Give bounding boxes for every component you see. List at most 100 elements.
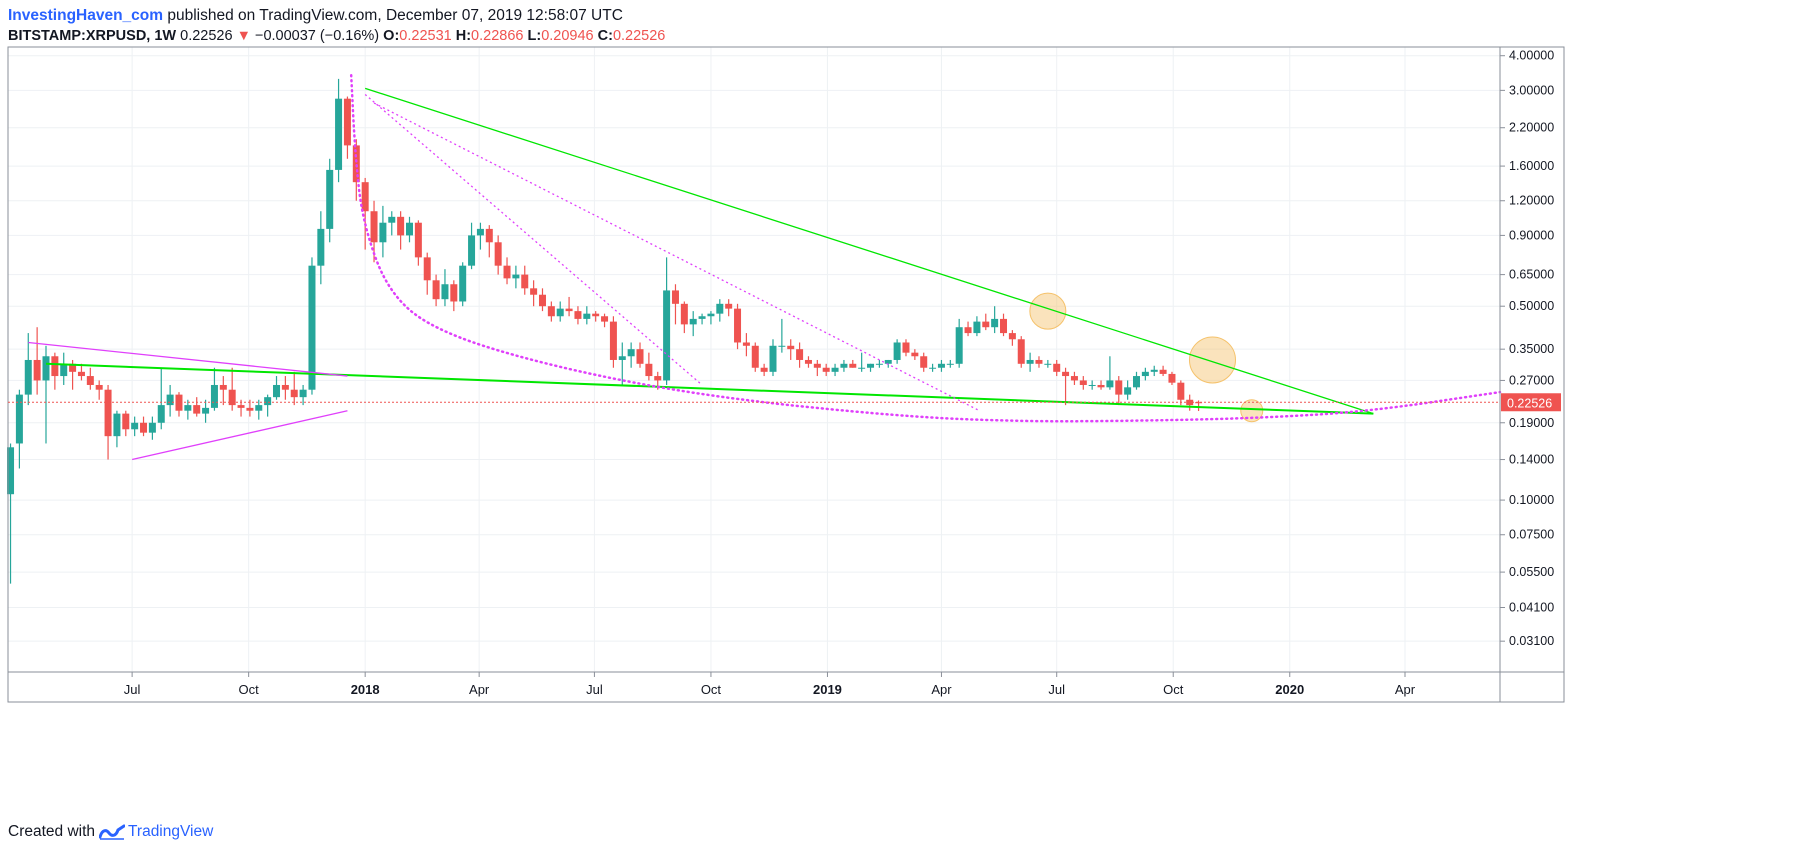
candle-body bbox=[414, 222, 422, 258]
candle bbox=[1132, 371, 1140, 390]
candle-body bbox=[95, 384, 103, 390]
candle-body bbox=[1132, 376, 1140, 388]
candle bbox=[131, 416, 139, 437]
candle-body bbox=[1141, 371, 1149, 377]
candle-body bbox=[787, 345, 795, 350]
plot-frame bbox=[7, 46, 1565, 703]
candle-body bbox=[760, 367, 768, 372]
symbol-label: BITSTAMP:XRPUSD, 1W bbox=[8, 28, 177, 44]
candle bbox=[122, 410, 130, 437]
candle bbox=[618, 342, 626, 385]
candle bbox=[264, 394, 272, 417]
candle bbox=[104, 384, 112, 460]
candle-body bbox=[1168, 373, 1176, 383]
candle bbox=[405, 216, 413, 243]
candle bbox=[937, 359, 945, 372]
candle-body bbox=[397, 216, 405, 236]
candle-body bbox=[831, 367, 839, 372]
last-price-badge bbox=[1501, 393, 1561, 412]
candle-body bbox=[991, 318, 999, 328]
candle-body bbox=[680, 303, 688, 325]
candle bbox=[1106, 356, 1114, 390]
candle-body bbox=[858, 367, 866, 369]
candle-body bbox=[813, 363, 821, 368]
candle bbox=[680, 301, 688, 334]
candle bbox=[24, 333, 32, 406]
candle-body bbox=[937, 363, 945, 368]
candle bbox=[804, 356, 812, 368]
candle-body bbox=[122, 413, 130, 430]
candle bbox=[991, 306, 999, 334]
candle bbox=[193, 397, 201, 417]
candle bbox=[140, 416, 148, 437]
candle-body bbox=[157, 405, 165, 423]
candle-body bbox=[77, 371, 85, 377]
candle bbox=[787, 339, 795, 360]
candle bbox=[1053, 359, 1061, 377]
candle bbox=[290, 371, 298, 406]
candle-body bbox=[1150, 369, 1158, 372]
candle-body bbox=[246, 407, 254, 411]
candle bbox=[503, 257, 511, 285]
candle-body bbox=[751, 345, 759, 368]
candle-body bbox=[1017, 339, 1025, 364]
candle-body bbox=[538, 294, 546, 307]
candle-body bbox=[485, 228, 493, 243]
candle-body bbox=[583, 313, 591, 319]
candle-body bbox=[370, 211, 378, 243]
candle-body bbox=[131, 422, 139, 430]
candle-body bbox=[1000, 318, 1008, 334]
candle bbox=[902, 339, 910, 357]
created-with-text: Created with bbox=[8, 823, 96, 840]
candle bbox=[317, 211, 325, 285]
candle bbox=[7, 443, 15, 584]
candle-body bbox=[663, 290, 671, 381]
candle-body bbox=[494, 242, 502, 266]
candle-body bbox=[521, 274, 529, 289]
y-tick-label: 0.05500 bbox=[1509, 565, 1554, 579]
candle-body bbox=[317, 228, 325, 266]
candle-body bbox=[867, 363, 875, 368]
candles bbox=[7, 78, 1203, 584]
candle bbox=[1115, 376, 1123, 406]
candle bbox=[1088, 380, 1096, 390]
candle bbox=[982, 313, 990, 331]
y-tick-label: 4.00000 bbox=[1509, 49, 1554, 63]
x-tick-label: Jul bbox=[1048, 682, 1065, 697]
candle bbox=[228, 367, 236, 411]
candle-body bbox=[450, 284, 458, 302]
candle bbox=[361, 177, 369, 250]
candle bbox=[210, 367, 218, 411]
last-price-label: 0.22526 bbox=[1507, 396, 1552, 410]
candle-body bbox=[148, 422, 156, 433]
candle bbox=[556, 301, 564, 322]
symbol-line: BITSTAMP:XRPUSD, 1W 0.22526 ▼ −0.00037 (… bbox=[8, 26, 665, 46]
candle-body bbox=[769, 345, 777, 372]
candle-body bbox=[707, 313, 715, 317]
candle-body bbox=[33, 359, 41, 381]
candle-body bbox=[636, 349, 644, 364]
candle-body bbox=[1106, 380, 1114, 388]
candle bbox=[645, 352, 653, 381]
tradingview-logo-link[interactable]: TradingView bbox=[99, 823, 213, 841]
low-label: L: bbox=[527, 28, 542, 44]
candle-body bbox=[902, 342, 910, 353]
candle bbox=[1168, 371, 1176, 385]
candle bbox=[423, 252, 431, 295]
candle-body bbox=[893, 342, 901, 360]
author-link[interactable]: InvestingHaven_com bbox=[8, 7, 164, 24]
candle bbox=[716, 299, 724, 322]
candle-body bbox=[556, 308, 564, 317]
candle-body bbox=[530, 288, 538, 295]
last-price: 0.22526 bbox=[180, 28, 233, 44]
candle bbox=[202, 399, 210, 423]
trendline-pennant-top bbox=[28, 341, 348, 377]
candle bbox=[148, 416, 156, 440]
candle-body bbox=[884, 359, 892, 364]
candle-body bbox=[1008, 333, 1016, 340]
x-tick-label: Apr bbox=[469, 682, 490, 697]
candle bbox=[538, 288, 546, 312]
price-change: −0.00037 (−0.16%) bbox=[254, 28, 380, 44]
candle bbox=[397, 211, 405, 250]
